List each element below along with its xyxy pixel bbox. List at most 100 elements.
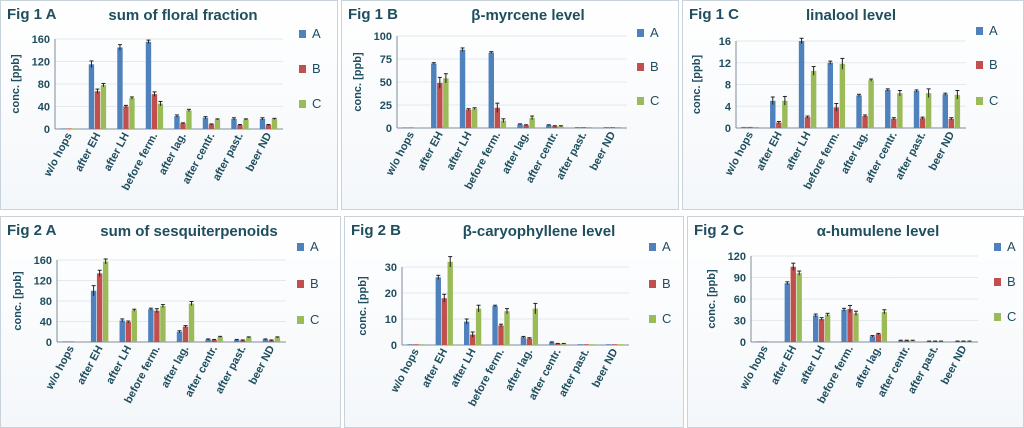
bar-b <box>265 125 272 129</box>
bar-b <box>408 127 414 128</box>
panel-fig1a: Fig 1 A sum of floral fraction 0 40 80 120 1… <box>0 0 338 210</box>
legend-swatch-c <box>297 316 304 324</box>
bar-c <box>966 341 973 342</box>
bar-c <box>243 119 249 129</box>
x-category-label: after EH <box>75 344 105 387</box>
bar-b <box>580 127 587 128</box>
legend-swatch-c <box>649 315 656 323</box>
legend-swatch-b <box>297 280 304 288</box>
y-tick-label: 60 <box>734 294 746 306</box>
bar-c <box>274 337 281 342</box>
bar-a <box>756 341 762 342</box>
x-category-label: beer ND <box>244 131 274 174</box>
legend-label-a: A <box>1007 239 1016 254</box>
bar-c <box>471 108 478 128</box>
bar-a <box>520 337 527 345</box>
legend-swatch-b <box>649 280 656 288</box>
x-category-label: w/o hops <box>44 344 77 393</box>
bar-b <box>583 344 589 345</box>
bar-c <box>768 341 774 342</box>
bar-a <box>117 47 123 129</box>
bar-c <box>558 126 564 128</box>
bar-c <box>796 273 802 342</box>
x-category-label: after LH <box>444 130 474 172</box>
panel-fig2c: Fig 2 C α-humulene level 0 30 60 90 120 conc.… <box>687 216 1024 428</box>
legend-swatch-a <box>994 243 1001 251</box>
bar-c <box>824 314 831 342</box>
panel-fig2a: Fig 2 A sum of sesquiterpenoids 0 40 80 120… <box>0 216 341 428</box>
bar-b <box>66 128 72 129</box>
x-category-label: after LH <box>448 347 478 389</box>
chart-title: sum of floral fraction <box>108 7 258 24</box>
fig-label: Fig 1 C <box>689 6 740 23</box>
bar-a <box>176 331 183 342</box>
bar-a <box>262 339 269 342</box>
bar-a <box>954 341 961 342</box>
bar-b <box>441 298 447 345</box>
bar-a <box>488 52 495 129</box>
bar-c <box>188 303 195 342</box>
bar-c <box>271 118 278 129</box>
bar-a <box>148 309 154 342</box>
bar-b <box>891 118 897 128</box>
y-axis-label: conc. [ppb] <box>352 52 364 112</box>
bar-a <box>463 321 470 345</box>
legend-label-b: B <box>1007 274 1016 289</box>
bar-a <box>431 63 437 128</box>
bar-c <box>214 119 221 129</box>
x-category-label: after lag. <box>500 130 532 176</box>
bar-b <box>268 340 275 342</box>
y-tick-label: 30 <box>734 316 746 328</box>
x-category-label: beer ND <box>939 344 969 387</box>
y-tick-label: 12 <box>719 58 731 70</box>
bar-b <box>862 116 868 128</box>
bar-b <box>208 124 215 129</box>
bar-c <box>443 78 449 128</box>
legend-swatch-b <box>637 63 644 71</box>
bar-b <box>94 91 101 129</box>
y-tick-label: 0 <box>44 124 50 136</box>
bar-c <box>810 70 817 128</box>
bar-a <box>145 41 152 129</box>
legend-label-a: A <box>650 25 659 40</box>
bar-c <box>839 63 846 128</box>
y-axis-label: conc. [ppb] <box>12 271 24 331</box>
legend-label-c: C <box>1007 309 1016 324</box>
bar-b <box>762 341 768 342</box>
bar-a <box>517 124 523 128</box>
legend-label-b: B <box>989 57 998 72</box>
bar-c <box>129 98 135 129</box>
bar-b <box>523 125 529 128</box>
y-tick-label: 0 <box>391 340 397 352</box>
bar-b <box>437 82 443 128</box>
y-tick-label: 160 <box>34 255 52 267</box>
legend-swatch-a <box>637 29 644 37</box>
bar-b <box>68 341 74 342</box>
legend-label-b: B <box>310 276 319 291</box>
bar-a <box>574 127 581 128</box>
x-category-label: w/o hops <box>384 130 417 179</box>
bar-b <box>611 344 618 345</box>
x-category-label: after lag. <box>159 344 191 390</box>
bar-c <box>532 308 539 345</box>
bar-c <box>617 344 624 345</box>
fig-label: Fig 2 B <box>351 222 402 239</box>
bar-b <box>609 127 616 128</box>
bar-b <box>154 310 160 342</box>
y-tick-label: 30 <box>385 262 397 274</box>
legend-swatch-c <box>994 313 1001 321</box>
bar-b <box>240 340 246 342</box>
bar-b <box>932 341 938 342</box>
x-category-label: beer ND <box>590 347 620 390</box>
bar-b <box>526 338 533 345</box>
legend-swatch-c <box>976 97 983 105</box>
bar-a <box>234 339 240 342</box>
x-category-label: after EH <box>754 130 784 173</box>
bar-b <box>875 334 882 342</box>
bar-a <box>577 344 583 345</box>
fig-label: Fig 1 A <box>7 6 57 23</box>
bar-c <box>414 127 420 128</box>
